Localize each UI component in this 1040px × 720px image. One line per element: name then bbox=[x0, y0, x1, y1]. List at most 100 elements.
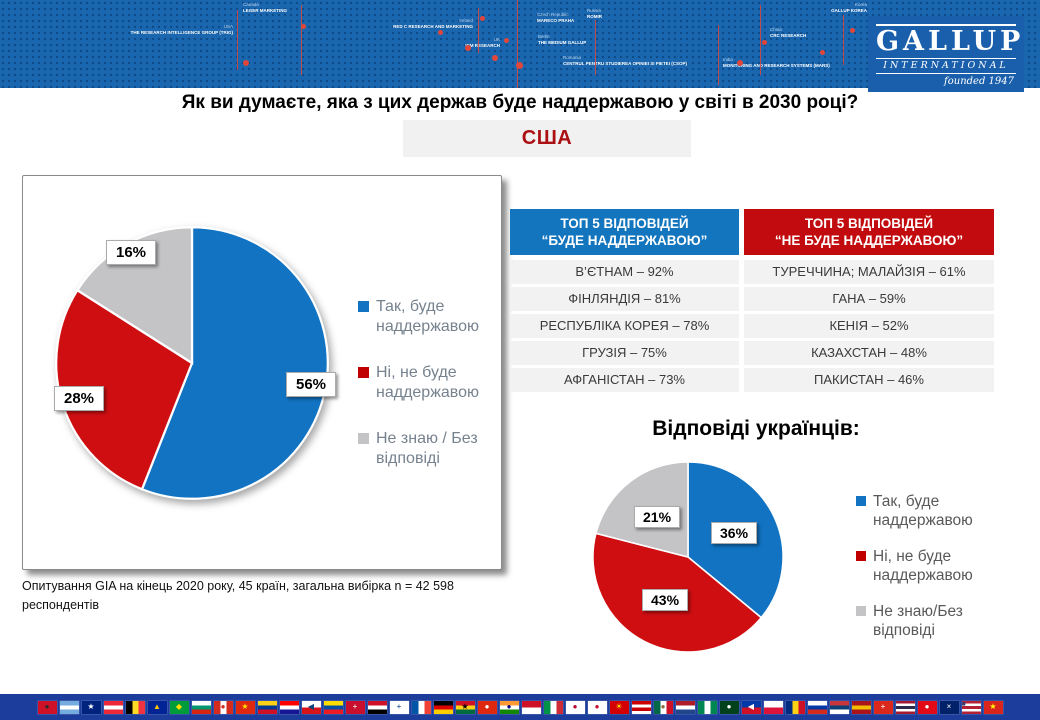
flag-malaysia bbox=[631, 700, 651, 714]
map-member-label: Korea GALLUP KOREA bbox=[831, 2, 867, 13]
flag-emblem: ● bbox=[726, 702, 732, 711]
flag-emblem: ● bbox=[506, 702, 512, 711]
flag-argentina bbox=[59, 700, 79, 714]
legend-item: Не знаю/Без відповіді bbox=[856, 602, 1016, 640]
legend-label: Так, буде наддержавою bbox=[376, 298, 480, 335]
flag-emblem: ★ bbox=[461, 702, 469, 711]
flag-switzerland: + bbox=[873, 700, 893, 714]
pie-chart-usa bbox=[52, 223, 332, 503]
ukraine-heading: Відповіді українців: bbox=[652, 417, 860, 440]
legend-marker bbox=[358, 301, 369, 312]
table-row: ФІНЛЯНДІЯ – 81% bbox=[510, 287, 739, 311]
table-row: ПАКИСТАН – 46% bbox=[744, 368, 994, 392]
flag-netherlands bbox=[675, 700, 695, 714]
map-dot bbox=[492, 55, 498, 61]
flag-bulgaria bbox=[191, 700, 211, 714]
map-dot bbox=[301, 24, 306, 29]
flag-ecuador bbox=[323, 700, 343, 714]
flag-indonesia bbox=[521, 700, 541, 714]
map-line bbox=[478, 8, 479, 53]
map-dot bbox=[465, 45, 471, 51]
legend-item: Ні, не буде наддержавою bbox=[856, 547, 1016, 585]
flag-colombia bbox=[257, 700, 277, 714]
map-dot bbox=[820, 50, 825, 55]
map-member-label: China CRC RESEARCH bbox=[770, 27, 807, 38]
country-badge: США bbox=[403, 120, 691, 157]
legend-marker bbox=[358, 367, 369, 378]
legend-item: Не знаю / Без відповіді bbox=[358, 429, 496, 469]
flag-turkey: ● bbox=[917, 700, 937, 714]
table-body-will-be: В’ЄТНАМ – 92% ФІНЛЯНДІЯ – 81% РЕСПУБЛІКА К… bbox=[510, 260, 739, 395]
legend-label: Не знаю / Без відповіді bbox=[376, 430, 478, 467]
map-dot bbox=[737, 60, 743, 66]
flag-ghana: ★ bbox=[455, 700, 475, 714]
table-body-will-not-be: ТУРЕЧЧИНА; МАЛАЙЗІЯ – 61% ГАНА – 59% КЕНІЯ… bbox=[744, 260, 994, 395]
legend-item: Так, буде наддержавою bbox=[856, 492, 1016, 530]
map-line bbox=[237, 10, 238, 70]
map-line bbox=[718, 25, 719, 85]
map-member-label: Russia ROMIR bbox=[587, 8, 602, 19]
map-dot bbox=[850, 28, 855, 33]
legend-marker bbox=[856, 496, 866, 506]
logo-wordmark: GALLUP bbox=[876, 24, 1025, 57]
flag-canada: ● bbox=[213, 700, 233, 714]
logo-founded-text: founded 1947 bbox=[944, 76, 1014, 87]
legend-item: Так, буде наддержавою bbox=[358, 297, 496, 337]
flag-denmark: + bbox=[345, 700, 365, 714]
flag-albania: ● bbox=[37, 700, 57, 714]
flag-emblem: ☀ bbox=[615, 702, 623, 711]
flag-nigeria bbox=[697, 700, 717, 714]
table-row: АФГАНІСТАН – 73% bbox=[510, 368, 739, 392]
table-header-line2: “БУДЕ НАДДЕРЖАВОЮ” bbox=[541, 233, 708, 248]
flag-emblem: ■ bbox=[961, 700, 966, 708]
flags-footer: ● ★ ▲ ◆ ● ★ ◀ + + ★ ● ● ● ● ☀ ● ● ◀ + ● × ■ ★ bbox=[0, 694, 1040, 720]
map-member-label: USA THE RESEARCH INTELLIGENCE GROUP (TRIG… bbox=[130, 24, 233, 35]
flag-belgium bbox=[125, 700, 145, 714]
legend-label: Так, буде наддержавою bbox=[873, 493, 973, 529]
flag-emblem: ● bbox=[594, 702, 600, 711]
flag-emblem: ● bbox=[44, 702, 50, 711]
flag-emblem: ● bbox=[572, 702, 578, 711]
map-member-label: India MONITORING AND RESEARCH SYSTEMS (MA… bbox=[723, 57, 830, 68]
map-dot bbox=[516, 62, 523, 69]
table-header-line1: ТОП 5 ВІДПОВІДЕЙ bbox=[560, 216, 689, 231]
flag-hong-kong: ● bbox=[477, 700, 497, 714]
legend-marker bbox=[856, 551, 866, 561]
map-line bbox=[760, 5, 761, 75]
map-member-label: Ireland RED C RESEARCH AND MARKETING bbox=[393, 18, 473, 29]
pie-label-28: 28% bbox=[54, 386, 105, 411]
map-dot bbox=[438, 30, 443, 35]
flag-emblem: ◀ bbox=[747, 702, 755, 711]
pie-legend-ukraine: Так, буде наддержавою Ні, не буде наддерж… bbox=[856, 492, 1016, 657]
flag-emblem: × bbox=[946, 702, 952, 711]
flag-bosnia-herzegovina: ▲ bbox=[147, 700, 167, 714]
flag-emblem: ◀ bbox=[307, 702, 315, 711]
legend-marker bbox=[358, 433, 369, 444]
map-dot bbox=[504, 38, 509, 43]
flag-pakistan: ● bbox=[719, 700, 739, 714]
flag-emblem: ● bbox=[924, 702, 930, 711]
flag-emblem: ★ bbox=[87, 702, 95, 711]
flag-germany bbox=[433, 700, 453, 714]
map-line bbox=[843, 15, 844, 65]
map-member-label: Berlin THE MEDIUM GALLUP bbox=[538, 34, 587, 45]
pie-legend-usa: Так, буде наддержавою Ні, не буде наддерж… bbox=[358, 297, 496, 495]
table-row: РЕСПУБЛІКА КОРЕЯ – 78% bbox=[510, 314, 739, 338]
flag-czech-republic: ◀ bbox=[301, 700, 321, 714]
flag-emblem: ● bbox=[220, 702, 226, 711]
flag-thailand bbox=[895, 700, 915, 714]
flag-egypt bbox=[367, 700, 387, 714]
flag-usa: ■ bbox=[961, 700, 981, 714]
gallup-international-logo: GALLUP INTERNATIONAL founded 1947 bbox=[868, 16, 1024, 92]
table-header-line1: ТОП 5 ВІДПОВІДЕЙ bbox=[804, 216, 934, 231]
legend-label: Ні, не буде наддержавою bbox=[873, 548, 973, 584]
flag-china: ★ bbox=[235, 700, 255, 714]
legend-label: Не знаю/Без відповіді bbox=[873, 603, 963, 639]
flag-emblem: + bbox=[352, 702, 358, 711]
legend-marker bbox=[856, 606, 866, 616]
map-line bbox=[595, 20, 596, 75]
flag-vietnam: ★ bbox=[983, 700, 1003, 714]
flag-emblem: ★ bbox=[989, 702, 997, 711]
flag-poland bbox=[763, 700, 783, 714]
